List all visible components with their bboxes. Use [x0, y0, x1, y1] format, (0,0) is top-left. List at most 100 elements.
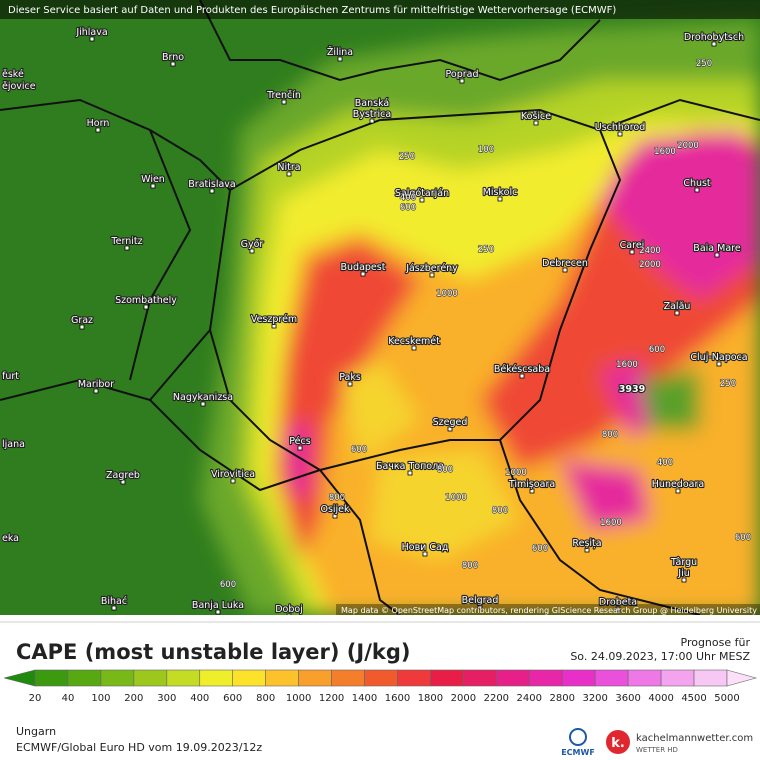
city-marker	[332, 513, 338, 519]
city-marker	[519, 373, 525, 379]
city-label: Hunedoara	[652, 479, 704, 490]
colorbar-tick-label: 100	[91, 693, 110, 704]
cape-field	[200, 20, 760, 615]
contour-label: 1600	[616, 360, 638, 370]
map: Jihlava Brno Žilina Poprad Drohobytsch ěskéěj…	[0, 0, 760, 615]
colorbar-box	[561, 669, 596, 687]
city-marker	[674, 310, 680, 316]
contour-label: 250	[478, 245, 494, 255]
contour-label: 1000	[505, 468, 527, 478]
city-marker	[617, 131, 623, 137]
colorbar-box	[166, 669, 201, 687]
contour-label: 1000	[436, 289, 458, 299]
city-label: eka	[2, 533, 19, 544]
city-label: Bihać	[101, 596, 127, 607]
city-marker	[143, 304, 149, 310]
contour-label: 400	[657, 458, 673, 468]
city-label: Debrecen	[542, 258, 588, 269]
site-sub: WETTER HD	[636, 746, 678, 754]
city-label: Miskolc	[483, 187, 518, 198]
contour-label: 1000	[445, 493, 467, 503]
attribution: Map data © OpenStreetMap contributors, r…	[341, 606, 757, 615]
city-marker	[694, 187, 700, 193]
city-marker	[79, 324, 85, 330]
city-label: Košice	[521, 111, 551, 122]
colorbar-box	[496, 669, 530, 687]
city-label: Ternitz	[110, 236, 142, 247]
city-label: Drobeta	[599, 597, 637, 608]
colorbar-box	[528, 669, 563, 687]
contour-label: 1600	[600, 518, 622, 528]
city-label: Reșița	[572, 538, 601, 549]
contour-label: 250	[720, 379, 736, 389]
contour-label: 600	[351, 445, 367, 455]
city-label: Târgu	[670, 557, 697, 568]
contour-label: 600	[220, 580, 236, 590]
city-marker	[629, 249, 635, 255]
city-marker	[529, 488, 535, 494]
colorbar-tick-label: 1800	[418, 693, 443, 704]
city-label: Osijek	[320, 504, 350, 515]
site: kachelmannwetter.com	[636, 733, 753, 744]
colorbar-tick-label: 4500	[681, 693, 706, 704]
city-label: Žilina	[327, 46, 353, 58]
kachelmann-icon	[606, 730, 630, 754]
colorbar-tick-label: 40	[62, 693, 75, 704]
city-marker	[286, 613, 292, 615]
colorbar-box	[463, 669, 497, 687]
city-marker	[281, 99, 287, 105]
colorbar-box	[364, 669, 398, 687]
contour-label: 800	[329, 493, 345, 503]
colorbar-tick-label: 2000	[451, 693, 476, 704]
colorbar-box	[232, 669, 266, 687]
colorbar-box	[265, 669, 299, 687]
colorbar-box	[100, 669, 135, 687]
city-marker	[422, 551, 428, 557]
city-label: Kecskemét	[388, 336, 440, 347]
borders	[0, 0, 760, 615]
city-marker	[286, 171, 292, 177]
contour-label: 800	[462, 561, 478, 571]
colorbar-tick-label: 1600	[385, 693, 410, 704]
city-label: Horn	[87, 118, 110, 129]
city-label: Graz	[71, 315, 93, 326]
colorbar-box	[397, 669, 431, 687]
city-marker	[360, 271, 366, 277]
city-marker	[150, 183, 156, 189]
city-marker	[411, 345, 417, 351]
city-marker	[584, 547, 590, 553]
colorbar-box	[67, 669, 102, 687]
region: Ungarn	[16, 725, 56, 738]
colorbar-tick-label: 4000	[648, 693, 673, 704]
city-label: Bratislava	[188, 179, 235, 190]
colorbar: 20 40 100 200 300 400 600 800 1000 1200 1400 1600 18…	[3, 669, 758, 704]
city-label: Szeged	[433, 417, 468, 428]
city-label: Paks	[339, 372, 361, 383]
city-marker	[124, 245, 130, 251]
colorbar-tick-label: 2400	[517, 693, 542, 704]
city-label: Veszprém	[251, 314, 297, 325]
city-marker	[419, 197, 425, 203]
colorbar-box	[133, 669, 168, 687]
colorbar-tick-label: 20	[29, 693, 42, 704]
city-label: Carei	[620, 240, 645, 251]
city-marker	[95, 127, 101, 133]
contour-label: 100	[478, 145, 494, 155]
city-marker	[347, 381, 353, 387]
header-bar	[0, 0, 760, 19]
city-marker	[369, 118, 375, 124]
city-label: Békéscsaba	[494, 364, 550, 375]
contour-label: 800	[437, 465, 453, 475]
kachelmann-k: k.	[611, 736, 625, 751]
city-label: Pécs	[289, 436, 310, 447]
contour-label: 400	[400, 193, 416, 203]
contour-label: 600	[400, 203, 416, 213]
header-notice: Dieser Service basiert auf Daten und Pro…	[8, 5, 616, 16]
forecast-label: Prognose für	[681, 636, 751, 649]
contour-label: 2000	[677, 141, 699, 151]
colorbar-high-end	[726, 669, 758, 687]
contour-label: 600	[532, 544, 548, 554]
city-label: Zagreb	[106, 470, 140, 481]
city-marker	[497, 196, 503, 202]
contour-label: 600	[649, 345, 665, 355]
